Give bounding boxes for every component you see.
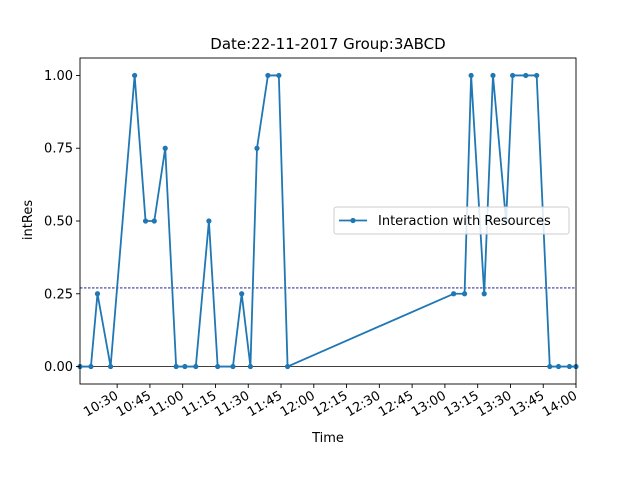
x-tick-label: 11:15	[180, 388, 220, 420]
data-point	[254, 145, 260, 151]
y-axis-label: intRes	[21, 200, 36, 240]
data-point	[230, 363, 236, 370]
x-tick-label: 14:00	[540, 388, 580, 420]
x-tick-label: 13:00	[409, 388, 449, 420]
y-tick-label: 0.50	[44, 215, 73, 230]
data-point	[94, 291, 101, 297]
data-point	[132, 72, 138, 79]
data-point	[461, 291, 468, 297]
x-tick-label: 10:45	[114, 388, 154, 420]
data-point	[182, 363, 188, 370]
x-tick-label: 10:30	[81, 388, 121, 420]
data-point	[88, 363, 94, 370]
x-tick-label: 12:30	[343, 388, 383, 420]
x-tick-label: 13:30	[475, 388, 515, 420]
plot-area: 0.00 0.25 0.50 0.75 1.00 10:3010:4511:0011:15…	[44, 57, 580, 420]
legend-label: Interaction with Resources	[378, 214, 551, 229]
chart-title: Date:22-11-2017 Group:3ABCD	[210, 35, 445, 53]
data-point	[547, 363, 553, 370]
y-tick-label: 1.00	[44, 69, 73, 84]
data-point	[276, 72, 282, 79]
data-point	[481, 291, 487, 297]
data-point	[162, 145, 168, 151]
data-point	[206, 218, 212, 224]
data-point	[284, 363, 291, 370]
data-point	[142, 218, 149, 224]
x-tick-label: 11:30	[212, 388, 252, 420]
data-point	[239, 291, 245, 297]
y-tick-label: 0.25	[44, 287, 73, 302]
x-tick-label: 12:15	[311, 388, 351, 420]
legend-swatch-marker	[350, 217, 356, 224]
data-point	[247, 363, 254, 370]
legend: Interaction with Resources	[333, 206, 570, 235]
data-point	[107, 363, 114, 370]
data-point	[534, 72, 540, 79]
data-point	[265, 72, 271, 79]
data-point	[468, 72, 474, 79]
x-tick-label: 11:00	[147, 388, 187, 420]
data-point	[555, 363, 562, 370]
data-point	[510, 72, 516, 79]
data-point	[215, 363, 221, 370]
y-tick-label: 0.00	[44, 360, 73, 375]
x-tick-label: 13:15	[442, 388, 482, 420]
x-tick-label: 11:45	[245, 388, 285, 420]
data-point	[490, 72, 496, 79]
data-point	[151, 218, 157, 224]
x-axis-label: Time	[311, 431, 344, 446]
data-point	[173, 363, 179, 370]
data-point	[193, 363, 199, 370]
legend-box	[333, 206, 570, 235]
y-tick-label: 0.75	[44, 142, 73, 157]
data-point	[523, 72, 529, 79]
x-tick-label: 12:45	[376, 388, 416, 420]
x-tick-label: 13:45	[507, 388, 547, 420]
data-point	[451, 291, 457, 297]
data-point	[566, 363, 573, 370]
x-tick-label: 12:00	[278, 388, 318, 420]
